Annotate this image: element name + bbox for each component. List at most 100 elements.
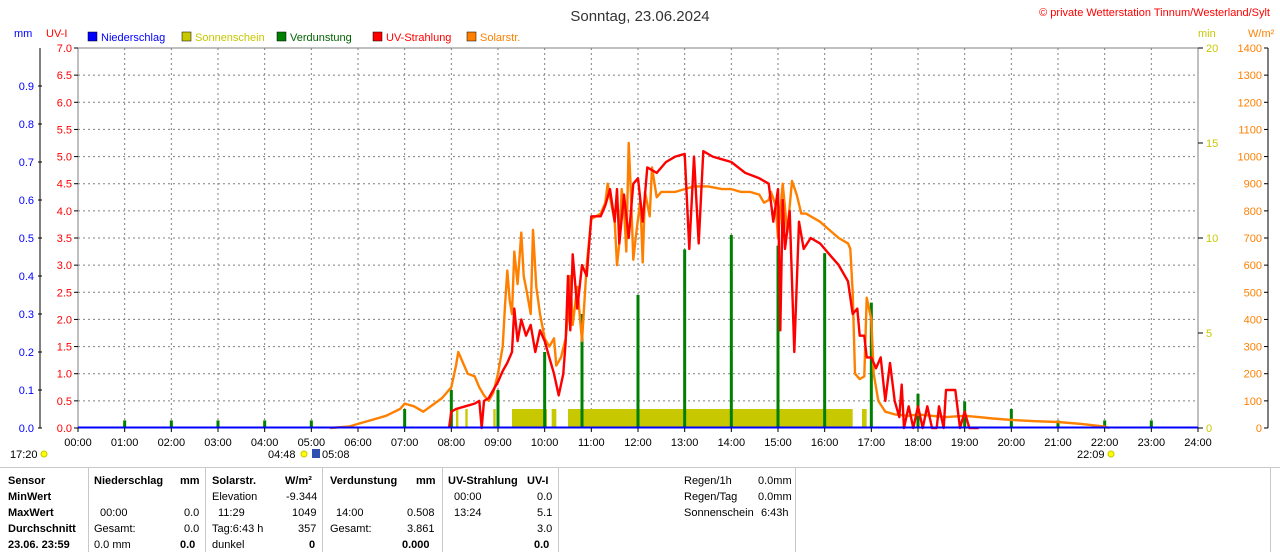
min-tick-label: 15 [1206,138,1218,150]
mm-tick-label: 0.9 [19,81,34,93]
niederschlag-gesamt-val: 0.0 [184,523,200,535]
weather-chart: 0.0 0.5 1.0 1.5 2.0 2.5 3.0 3.5 4.0 4.5 5.0 5.5 6.0 6… [10,7,1275,461]
niederschlag-unit: mm [180,475,200,487]
uv-tick-label: 0.0 [57,423,72,435]
x-tick-label: 22:00 [1091,437,1119,449]
chart-title: Sonntag, 23.06.2024 [570,8,709,25]
wm2-tick-label: 900 [1244,179,1262,191]
legend-swatch [181,31,192,42]
legend-swatch [466,31,477,42]
solar-elev-val: -9.344 [286,491,318,503]
wm2-tick-label: 1300 [1238,70,1262,82]
min-tick-label: 0 [1206,423,1212,435]
evaporation-spike [449,390,453,428]
evaporation-spikes [123,234,1153,428]
x-tick-label: 09:00 [484,437,512,449]
panel-divider [442,467,443,552]
verdunstung-header: Verdunstung [330,475,398,487]
x-tick-label: 15:00 [764,437,792,449]
x-tick-label: 11:00 [578,437,605,449]
niederschlag-last-val: 0.0 mm [94,539,131,551]
evaporation-spike [729,234,733,428]
verdunstung-max-time: 14:00 [336,507,364,519]
evaporation-spike [580,314,584,428]
x-tick-label: 21:00 [1044,437,1072,449]
x-tick-label: 10:00 [531,437,559,449]
label-minwert: MinWert [8,491,52,503]
legend-label: UV-Strahlung [386,32,451,44]
chart-axes: 0.0 0.5 1.0 1.5 2.0 2.5 3.0 3.5 4.0 4.5 5.0 5.5 6.0 6… [14,28,1275,449]
wm2-tick-label: 800 [1244,206,1262,218]
wm2-tick-label: 700 [1244,233,1262,245]
x-tick-label: 16:00 [811,437,839,449]
sonnenschein-val: 6:43h [761,507,789,519]
uv-tick-label: 5.0 [57,152,72,164]
x-tick-label: 14:00 [718,437,746,449]
wm2-axis-label: W/m² [1248,28,1275,40]
wm2-tick-label: 100 [1244,396,1262,408]
sunshine-bar [493,409,496,428]
uv-header: UV-Strahlung [448,475,518,487]
x-tick-label: 07:00 [391,437,419,449]
uv-tick-label: 7.0 [57,43,72,55]
evaporation-spike [543,352,547,428]
x-tick-label: 17:00 [858,437,886,449]
legend-label: Verdunstung [290,32,352,44]
x-tick-label: 00:00 [64,437,92,449]
solar-tag-val: 357 [298,523,317,535]
uv-last-val: 0.0 [534,539,550,551]
solar-header: Solarstr. [212,475,257,487]
evaporation-spike [263,420,267,428]
uv-tick-label: 5.5 [57,124,72,136]
verdunstung-gesamt-val: 3.861 [407,523,435,535]
copyright-text: © private Wetterstation Tinnum/Westerlan… [1039,7,1270,19]
legend-label: Solarstr. [480,32,520,44]
x-tick-label: 04:00 [251,437,279,449]
uv-tick-label: 4.0 [57,206,72,218]
min-tick-label: 10 [1206,233,1218,245]
x-tick-label: 05:00 [298,437,326,449]
evaporation-spike [123,420,127,428]
uv-tick-label: 4.5 [57,179,72,191]
panel-divider [88,467,89,552]
verdunstung-last-val: 0.000 [402,539,430,551]
evaporation-spike [636,295,640,428]
mm-tick-label: 0.6 [19,195,34,207]
panel-divider [558,467,559,552]
evaporation-spike [823,253,827,428]
sunrise-time-b: 05:08 [322,449,350,461]
mm-tick-label: 0.5 [19,233,34,245]
sonnenschein-label: Sonnenschein [684,507,754,519]
x-tick-label: 02:00 [158,437,186,449]
evaporation-spike [496,390,500,428]
solar-elev-label: Elevation [212,491,258,503]
uv-tick-label: 2.0 [57,314,72,326]
panel-divider [0,467,1280,468]
uv-tick-label: 3.5 [57,233,72,245]
sunshine-bar [551,409,557,428]
mm-tick-label: 0.4 [19,271,34,283]
label-sensor: Sensor [8,475,46,487]
uv-tick-label: 6.5 [57,70,72,82]
solar-dunkel-label: dunkel [212,539,245,551]
wm2-tick-label: 600 [1244,260,1262,272]
niederschlag-header: Niederschlag [94,475,164,487]
mm-tick-label: 0.8 [19,119,34,131]
mm-tick-label: 0.2 [19,347,34,359]
x-tick-label: 12:00 [624,437,652,449]
legend-swatch [87,31,98,42]
uv-tick-label: 6.0 [57,97,72,109]
sun-events: 17:20 04:48 05:08 22:09 [10,449,1115,461]
panel-divider [205,467,206,552]
wm2-tick-label: 200 [1244,369,1262,381]
x-tick-label: 23:00 [1138,437,1166,449]
evaporation-spike [1103,420,1107,428]
legend-swatch [372,31,383,42]
sunshine-bar [456,409,459,428]
regen1h-label: Regen/1h [684,475,732,487]
uv-max-val: 5.1 [537,507,553,519]
regentag-val: 0.0mm [758,491,792,503]
sunshine-bars [456,409,867,428]
x-tick-label: 24:00 [1184,437,1212,449]
panel-divider [322,467,323,552]
